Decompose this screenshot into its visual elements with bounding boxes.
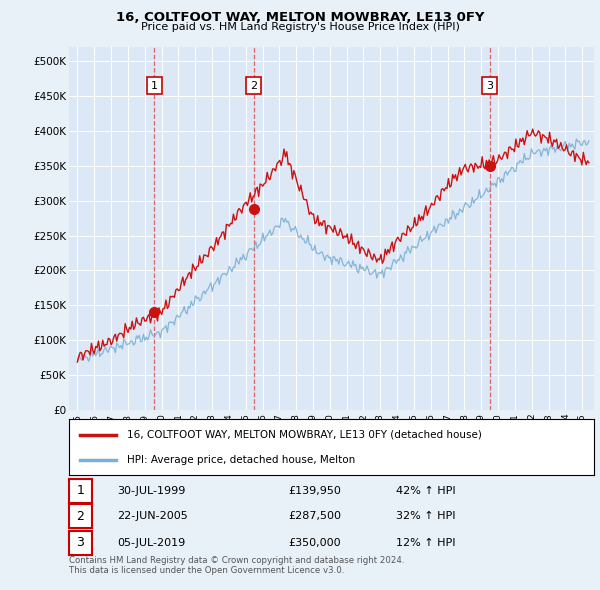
Text: 2: 2 [76, 510, 85, 523]
Text: HPI: Average price, detached house, Melton: HPI: Average price, detached house, Melt… [127, 455, 355, 466]
Text: 32% ↑ HPI: 32% ↑ HPI [396, 512, 455, 521]
Text: 42% ↑ HPI: 42% ↑ HPI [396, 486, 455, 496]
Text: £350,000: £350,000 [288, 538, 341, 548]
Text: 12% ↑ HPI: 12% ↑ HPI [396, 538, 455, 548]
Text: 3: 3 [487, 81, 493, 91]
Text: 2: 2 [250, 81, 257, 91]
Text: 05-JUL-2019: 05-JUL-2019 [117, 538, 185, 548]
Text: Contains HM Land Registry data © Crown copyright and database right 2024.
This d: Contains HM Land Registry data © Crown c… [69, 556, 404, 575]
Text: 30-JUL-1999: 30-JUL-1999 [117, 486, 185, 496]
Text: 1: 1 [151, 81, 158, 91]
Text: 3: 3 [76, 536, 85, 549]
Text: 1: 1 [76, 484, 85, 497]
Text: 22-JUN-2005: 22-JUN-2005 [117, 512, 188, 521]
Text: £139,950: £139,950 [288, 486, 341, 496]
Text: Price paid vs. HM Land Registry's House Price Index (HPI): Price paid vs. HM Land Registry's House … [140, 22, 460, 32]
Text: 16, COLTFOOT WAY, MELTON MOWBRAY, LE13 0FY (detached house): 16, COLTFOOT WAY, MELTON MOWBRAY, LE13 0… [127, 430, 482, 440]
Text: £287,500: £287,500 [288, 512, 341, 521]
Text: 16, COLTFOOT WAY, MELTON MOWBRAY, LE13 0FY: 16, COLTFOOT WAY, MELTON MOWBRAY, LE13 0… [116, 11, 484, 24]
